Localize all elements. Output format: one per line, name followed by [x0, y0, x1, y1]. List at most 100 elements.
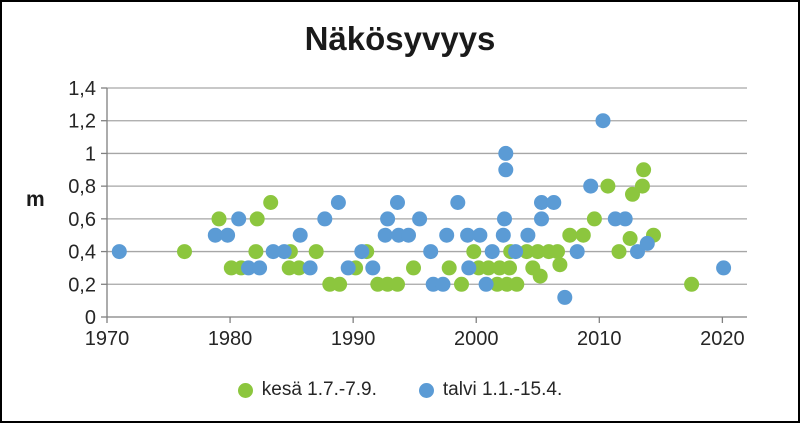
data-point-talvi — [508, 244, 524, 260]
data-point-kesa — [390, 276, 405, 292]
legend-label-kesa: kesä 1.7.-7.9. — [261, 379, 377, 400]
data-point-talvi — [435, 276, 451, 292]
chart-title: Näkösyvyys — [304, 20, 496, 57]
data-point-talvi — [569, 244, 585, 260]
data-point-kesa — [502, 260, 517, 276]
data-point-kesa — [406, 260, 421, 276]
data-point-talvi — [241, 260, 256, 276]
data-point-kesa — [636, 162, 652, 178]
x-tick-label: 2000 — [454, 328, 499, 350]
data-point-kesa — [550, 244, 565, 260]
x-tick-label: 1990 — [331, 328, 376, 350]
data-point-talvi — [716, 260, 732, 276]
data-point-talvi — [497, 211, 512, 227]
data-point-kesa — [291, 260, 307, 276]
data-point-kesa — [454, 276, 469, 292]
data-point-talvi — [292, 227, 308, 243]
data-point-talvi — [412, 211, 428, 227]
data-point-kesa — [332, 276, 348, 292]
data-point-talvi — [460, 227, 476, 243]
x-tick-label: 1970 — [85, 328, 130, 350]
data-point-talvi — [498, 162, 514, 178]
data-point-talvi — [461, 260, 477, 276]
chart-legend: kesä 1.7.-7.9. talvi 1.1.-15.4. — [2, 379, 798, 401]
data-point-talvi — [630, 244, 645, 260]
data-point-talvi — [534, 195, 549, 210]
data-point-kesa — [625, 186, 640, 202]
y-tick-label: 0,2 — [68, 274, 96, 296]
data-point-talvi — [472, 227, 488, 243]
data-point-kesa — [634, 178, 650, 194]
y-tick-label: 0,8 — [68, 176, 96, 198]
legend-item-talvi: talvi 1.1.-15.4. — [418, 379, 563, 401]
data-point-talvi — [380, 211, 396, 227]
data-point-talvi — [231, 211, 247, 227]
data-point-talvi — [498, 145, 514, 161]
y-tick-label: 1 — [85, 143, 96, 165]
kesa-series-marker-icon — [237, 382, 253, 398]
y-tick-label: 0,6 — [68, 209, 96, 231]
x-tick-label: 1980 — [208, 328, 253, 350]
data-point-kesa — [600, 178, 616, 194]
data-point-talvi — [495, 227, 511, 243]
data-point-talvi — [595, 113, 611, 129]
y-tick-label: 0,4 — [68, 242, 96, 264]
data-point-kesa — [263, 195, 279, 210]
data-point-talvi — [401, 227, 416, 243]
data-point-kesa — [684, 276, 700, 292]
data-point-talvi — [639, 235, 655, 251]
data-point-talvi — [317, 211, 333, 227]
data-point-kesa — [575, 227, 591, 243]
data-point-kesa — [466, 244, 482, 260]
data-point-talvi — [439, 227, 455, 243]
data-point-talvi — [111, 244, 127, 260]
data-point-kesa — [519, 244, 535, 260]
data-point-talvi — [365, 260, 381, 276]
data-point-kesa — [249, 211, 265, 227]
data-point-kesa — [481, 260, 496, 276]
data-point-kesa — [177, 244, 192, 260]
y-tick-label: 1,2 — [68, 111, 96, 133]
legend-label-talvi: talvi 1.1.-15.4. — [442, 379, 563, 400]
y-axis-unit-label: m — [26, 188, 45, 211]
data-point-talvi — [546, 195, 562, 210]
data-point-talvi — [520, 227, 536, 243]
data-point-talvi — [330, 195, 346, 210]
data-point-talvi — [302, 260, 318, 276]
data-point-talvi — [276, 244, 292, 260]
data-point-talvi — [252, 260, 268, 276]
data-point-kesa — [552, 257, 568, 273]
data-point-talvi — [423, 244, 439, 260]
data-point-kesa — [308, 244, 324, 260]
data-point-talvi — [583, 178, 599, 194]
legend-item-kesa: kesä 1.7.-7.9. — [237, 379, 377, 401]
data-point-talvi — [390, 195, 405, 210]
data-point-talvi — [377, 227, 393, 243]
data-point-talvi — [354, 244, 370, 260]
data-point-talvi — [220, 227, 236, 243]
data-point-kesa — [509, 276, 525, 292]
data-point-kesa — [622, 231, 638, 246]
data-point-kesa — [248, 244, 264, 260]
data-point-kesa — [586, 211, 602, 227]
data-point-talvi — [450, 195, 466, 210]
data-point-talvi — [534, 211, 549, 227]
data-point-kesa — [611, 244, 627, 260]
data-point-kesa — [562, 227, 578, 243]
y-tick-label: 0 — [85, 307, 96, 329]
data-point-talvi — [207, 227, 223, 243]
data-point-talvi — [557, 289, 573, 305]
data-point-talvi — [478, 276, 494, 292]
talvi-series-marker-icon — [418, 382, 434, 398]
data-point-talvi — [340, 260, 356, 276]
data-point-kesa — [532, 268, 548, 284]
x-tick-label: 2020 — [700, 328, 745, 350]
y-tick-label: 1,4 — [68, 78, 96, 100]
data-point-kesa — [211, 211, 227, 227]
data-point-talvi — [265, 244, 281, 260]
x-tick-label: 2010 — [577, 328, 622, 350]
data-point-talvi — [617, 211, 633, 227]
data-point-kesa — [530, 244, 546, 260]
